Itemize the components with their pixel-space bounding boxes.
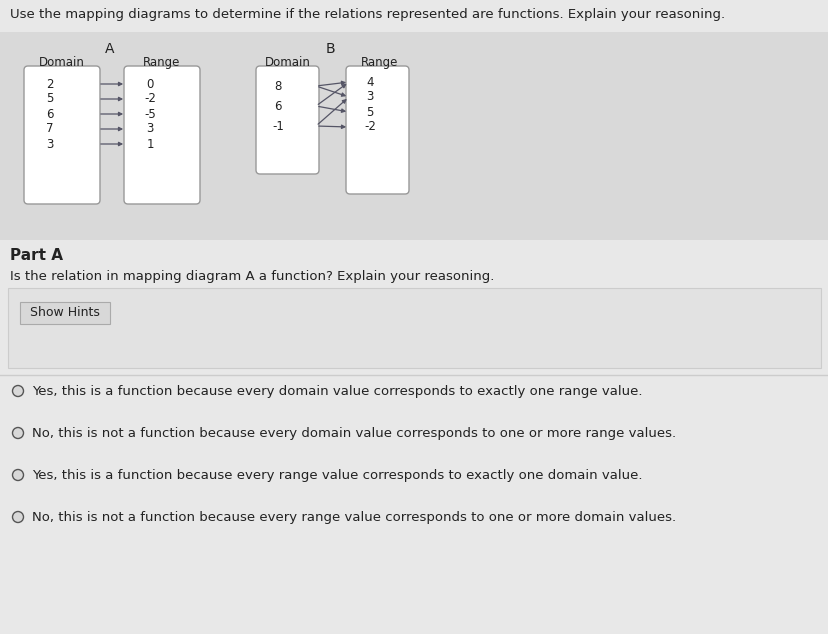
- Text: 1: 1: [146, 138, 153, 150]
- Text: Yes, this is a function because every domain value corresponds to exactly one ra: Yes, this is a function because every do…: [32, 384, 642, 398]
- Text: 8: 8: [274, 79, 282, 93]
- Bar: [0, 240, 828, 634]
- FancyBboxPatch shape: [256, 66, 319, 174]
- Circle shape: [12, 427, 23, 439]
- Text: A: A: [105, 42, 114, 56]
- Circle shape: [12, 385, 23, 396]
- FancyBboxPatch shape: [124, 66, 200, 204]
- Text: Yes, this is a function because every range value corresponds to exactly one dom: Yes, this is a function because every ra…: [32, 469, 642, 481]
- Text: 2: 2: [46, 77, 54, 91]
- Text: 5: 5: [366, 105, 373, 119]
- Text: 3: 3: [366, 91, 373, 103]
- FancyBboxPatch shape: [345, 66, 408, 194]
- Text: Is the relation in mapping diagram A a function? Explain your reasoning.: Is the relation in mapping diagram A a f…: [10, 270, 493, 283]
- Text: 6: 6: [46, 108, 54, 120]
- Text: 4: 4: [366, 75, 373, 89]
- Text: Range: Range: [361, 56, 398, 69]
- Text: -5: -5: [144, 108, 156, 120]
- Text: 7: 7: [46, 122, 54, 136]
- Circle shape: [12, 470, 23, 481]
- Text: -2: -2: [144, 93, 156, 105]
- Text: Show Hints: Show Hints: [30, 306, 100, 320]
- Text: Use the mapping diagrams to determine if the relations represented are functions: Use the mapping diagrams to determine if…: [10, 8, 724, 21]
- Circle shape: [12, 512, 23, 522]
- Text: No, this is not a function because every domain value corresponds to one or more: No, this is not a function because every…: [32, 427, 676, 439]
- FancyBboxPatch shape: [20, 302, 110, 324]
- Text: 0: 0: [146, 77, 153, 91]
- Text: 6: 6: [274, 100, 282, 112]
- Text: 3: 3: [46, 138, 54, 150]
- FancyBboxPatch shape: [24, 66, 100, 204]
- Text: B: B: [325, 42, 335, 56]
- Text: 5: 5: [46, 93, 54, 105]
- Text: Domain: Domain: [265, 56, 310, 69]
- Text: Domain: Domain: [39, 56, 84, 69]
- Text: -2: -2: [363, 120, 375, 134]
- Bar: [0, 0, 828, 32]
- Text: 3: 3: [146, 122, 153, 136]
- Text: No, this is not a function because every range value corresponds to one or more : No, this is not a function because every…: [32, 510, 676, 524]
- Text: Part A: Part A: [10, 248, 63, 263]
- Text: -1: -1: [272, 119, 284, 133]
- Bar: [8, 288, 820, 368]
- Bar: [0, 35, 828, 230]
- Text: Range: Range: [143, 56, 181, 69]
